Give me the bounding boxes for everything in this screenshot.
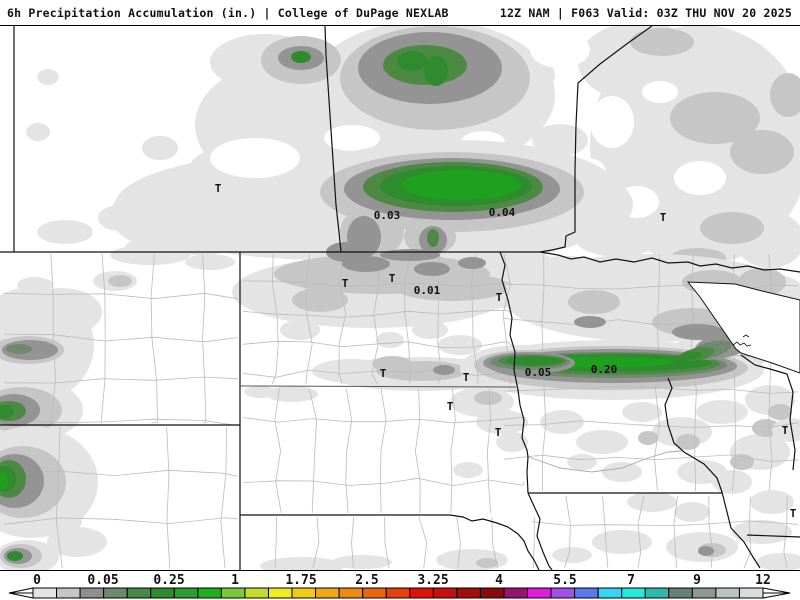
colorbar-segment	[103, 587, 128, 599]
legend-tick-label: 0	[33, 573, 41, 588]
map-value-label: T	[496, 291, 503, 304]
map-area: T T 0.03 0.04 T T 0.01 T T T 0.05 0.20 T T T T	[0, 26, 800, 570]
colorbar-segment	[738, 587, 764, 599]
legend-tick-label: 2.5	[355, 573, 378, 588]
map-value-label: T	[495, 426, 502, 439]
colorbar-segment	[527, 587, 552, 599]
colorbar-segment	[715, 587, 740, 599]
legend-tick-label: 5.5	[553, 573, 576, 588]
colorbar-segment	[56, 587, 81, 599]
colorbar-segment	[315, 587, 340, 599]
legend-tick-label: 1.75	[285, 573, 316, 588]
model-valid-time: 12Z NAM | F063 Valid: 03Z THU NOV 20 202…	[499, 5, 792, 20]
colorbar-svg: 0 0.05 0.25 1 1.75 2.5 3.25 4 5.5 7 9 12	[8, 573, 791, 599]
precipitation-map: T T 0.03 0.04 T T 0.01 T T T 0.05 0.20 T T T T	[0, 26, 800, 570]
colorbar-right-arrow	[762, 587, 791, 599]
map-value-label: T	[790, 507, 797, 520]
map-value-label: 0.20	[591, 363, 618, 376]
map-value-label: 0.05	[525, 366, 552, 379]
colorbar-segment	[32, 587, 58, 599]
colorbar-segment	[668, 587, 693, 599]
colorbar-left-arrow	[8, 587, 34, 599]
map-bottom-border	[0, 570, 800, 571]
legend-tick-label: 9	[693, 573, 701, 588]
legend-tick-label: 0.25	[153, 573, 184, 588]
colorbar-segment	[503, 587, 529, 599]
legend-tick-label: 0.05	[87, 573, 118, 588]
colorbar-segment	[456, 587, 481, 599]
colorbar-segment	[691, 587, 717, 599]
colorbar-segment	[550, 587, 576, 599]
legend-tick-label: 7	[627, 573, 635, 588]
map-value-label: T	[380, 367, 387, 380]
map-value-label: T	[389, 272, 396, 285]
colorbar-segment	[479, 587, 505, 599]
colorbar-segment	[291, 587, 317, 599]
legend-tick-label: 12	[755, 573, 771, 588]
colorbar-segment	[409, 587, 434, 599]
colorbar-segment	[79, 587, 105, 599]
colorbar-segment	[244, 587, 269, 599]
map-value-label: T	[215, 182, 222, 195]
map-value-label: T	[463, 371, 470, 384]
product-title: 6h Precipitation Accumulation (in.) | Co…	[7, 5, 449, 20]
map-value-label: 0.01	[414, 284, 441, 297]
colorbar-segment	[150, 587, 175, 599]
legend-tick-label: 1	[231, 573, 239, 588]
map-value-label: T	[782, 424, 789, 437]
colorbar-segment	[597, 587, 623, 599]
colorbar-segment	[267, 587, 293, 599]
lake-superior	[686, 281, 800, 374]
precip-shading-light	[0, 26, 800, 570]
map-value-label: T	[342, 277, 349, 290]
title-bar: 6h Precipitation Accumulation (in.) | Co…	[0, 0, 800, 25]
map-value-label: T	[447, 400, 454, 413]
state-borders	[0, 26, 800, 570]
map-value-label: 0.03	[374, 209, 401, 222]
colorbar-segment	[644, 587, 670, 599]
duluth-harbor-detail	[732, 334, 752, 347]
map-value-labels: T T 0.03 0.04 T T 0.01 T T T 0.05 0.20 T T T T	[215, 182, 797, 520]
colorbar-segment	[362, 587, 387, 599]
colorbar-segment	[385, 587, 411, 599]
colorbar-segment	[126, 587, 152, 599]
precip-shading-heavy	[0, 32, 767, 564]
legend-tick-label: 3.25	[417, 573, 448, 588]
legend-tick-label: 4	[495, 573, 503, 588]
colorbar-segment	[621, 587, 646, 599]
colorbar-segment	[432, 587, 458, 599]
colorbar-legend: 0 0.05 0.25 1 1.75 2.5 3.25 4 5.5 7 9 12	[0, 571, 800, 600]
map-value-label: 0.04	[489, 206, 516, 219]
colorbar-segment	[173, 587, 199, 599]
map-value-label: T	[660, 211, 667, 224]
colorbar-segment	[197, 587, 222, 599]
colorbar-segment	[338, 587, 364, 599]
colorbar-segment	[574, 587, 599, 599]
colorbar-segment	[220, 587, 246, 599]
county-lines	[3, 253, 799, 569]
